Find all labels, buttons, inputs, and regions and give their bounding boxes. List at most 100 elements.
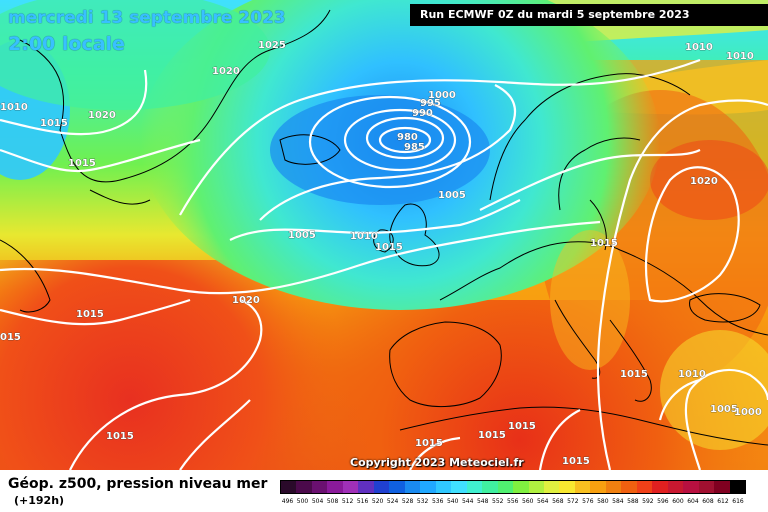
isobar-label: 1015 — [590, 238, 618, 249]
isobar-label: 1015 — [478, 430, 506, 441]
isobar-label: 1015 — [68, 158, 96, 169]
isobar-label: 1000 — [734, 407, 762, 418]
colorbar-cell — [435, 481, 452, 493]
colorbar-cell — [466, 481, 483, 493]
isobar-label: 1020 — [690, 176, 718, 187]
weather-map: 1025 1020 1015 1020 1010 1015 995 990 10… — [0, 0, 768, 470]
isobar-label: 015 — [0, 332, 21, 343]
colorbar-cell — [482, 481, 498, 493]
colorbar-tick-label: 576 — [582, 498, 594, 505]
colorbar-cell — [652, 481, 668, 493]
isobar-label: 1015 — [508, 421, 536, 432]
colorbar-cell — [528, 481, 544, 493]
colorbar-cell — [729, 481, 746, 493]
isobar-label: 1010 — [0, 102, 28, 113]
isobar-label: 1010 — [678, 369, 706, 380]
isobar-label: 995 — [420, 98, 441, 109]
isobar-label: 1010 — [350, 231, 378, 242]
colorbar-tick-label: 612 — [717, 498, 729, 505]
isobar-label: 1020 — [212, 66, 240, 77]
colorbar-tick-label: 564 — [537, 498, 549, 505]
colorbar-tick-label: 516 — [356, 498, 369, 505]
colorbar-tick-label: 604 — [687, 498, 699, 505]
colorbar-cell — [281, 481, 297, 493]
colorbar-tick-label: 528 — [401, 498, 414, 505]
field-title: Géop. z500, pression niveau mer — [8, 476, 268, 492]
colorbar-tick-label: 580 — [597, 498, 609, 505]
isobar-label: 1015 — [106, 431, 134, 442]
colorbar-cell — [373, 481, 390, 493]
colorbar-tick-label: 584 — [612, 498, 624, 505]
isobar-label: 1005 — [710, 404, 738, 415]
isobar-label: 1020 — [88, 110, 116, 121]
colorbar-cell — [636, 481, 653, 493]
colorbar-cell — [451, 481, 467, 493]
isobar-label: 985 — [404, 142, 425, 153]
copyright-text: Copyright 2023 Meteociel.fr — [350, 456, 524, 469]
colorbar-tick-label: 520 — [371, 498, 384, 505]
isobar-label: 1000 — [428, 90, 456, 101]
lead-time: (+192h) — [14, 494, 65, 507]
colorbar-cell — [698, 481, 715, 493]
colorbar-cell — [667, 481, 684, 493]
isobar-label: 1005 — [288, 230, 316, 241]
colorbar-cell — [559, 481, 575, 493]
colorbar-tick-label: 548 — [476, 498, 489, 505]
colorbar — [280, 480, 746, 494]
isobar-label: 1015 — [40, 118, 68, 129]
colorbar-tick-label: 600 — [672, 498, 684, 505]
isobar-label: 1015 — [562, 456, 590, 467]
colorbar-tick-label: 536 — [431, 498, 444, 505]
colorbar-tick-label: 560 — [522, 498, 534, 505]
isobar-label: 1005 — [438, 190, 466, 201]
colorbar-tick-label: 596 — [657, 498, 669, 505]
colorbar-tick-label: 512 — [341, 498, 354, 505]
colorbar-tick-label: 544 — [461, 498, 474, 505]
isobar-label: 990 — [412, 108, 433, 119]
colorbar-tick-label: 508 — [326, 498, 339, 505]
colorbar-tick-label: 572 — [567, 498, 579, 505]
colorbar-cell — [296, 481, 312, 493]
isobar-label: 1015 — [620, 369, 648, 380]
colorbar-cell — [389, 481, 405, 493]
colorbar-cell — [714, 481, 730, 493]
colorbar-tick-label: 616 — [732, 498, 744, 505]
local-time: 2:00 locale — [8, 33, 125, 55]
colorbar-cell — [311, 481, 328, 493]
colorbar-tick-label: 552 — [492, 498, 504, 505]
colorbar-cell — [327, 481, 343, 493]
isobar-label: 1015 — [76, 309, 104, 320]
isobar-label: 1025 — [258, 40, 286, 51]
colorbar-cell — [574, 481, 591, 493]
colorbar-tick-label: 532 — [416, 498, 429, 505]
colorbar-tick-label: 524 — [386, 498, 399, 505]
colorbar-tick-label: 608 — [702, 498, 714, 505]
colorbar-tick-label: 540 — [446, 498, 459, 505]
colorbar-tick-label: 568 — [552, 498, 564, 505]
colorbar-labels: 496 500 504 508 512 516 520 524 528 532 536 540 544 5… — [280, 498, 760, 510]
forecast-date: mercredi 13 septembre 2023 — [8, 8, 286, 28]
isobar-label: 1010 — [726, 51, 754, 62]
colorbar-cell — [621, 481, 637, 493]
isobar-label: 1020 — [232, 295, 260, 306]
colorbar-cell — [543, 481, 560, 493]
colorbar-tick-label: 496 — [281, 498, 294, 505]
colorbar-cell — [683, 481, 699, 493]
isobar-label: 980 — [397, 132, 418, 143]
colorbar-tick-label: 556 — [507, 498, 519, 505]
colorbar-cell — [605, 481, 622, 493]
colorbar-tick-label: 504 — [311, 498, 324, 505]
isobar-label: 1015 — [375, 242, 403, 253]
colorbar-cell — [497, 481, 514, 493]
colorbar-cell — [513, 481, 529, 493]
isobar-label: 1010 — [685, 42, 713, 53]
isobar-label: 1015 — [415, 438, 443, 449]
colorbar-cell — [590, 481, 606, 493]
colorbar-tick-label: 592 — [642, 498, 654, 505]
colorbar-cell — [342, 481, 359, 493]
colorbar-cell — [358, 481, 374, 493]
colorbar-tick-label: 588 — [627, 498, 639, 505]
colorbar-tick-label: 500 — [296, 498, 309, 505]
colorbar-cell — [404, 481, 421, 493]
model-run-label: Run ECMWF 0Z du mardi 5 septembre 2023 — [410, 4, 768, 26]
